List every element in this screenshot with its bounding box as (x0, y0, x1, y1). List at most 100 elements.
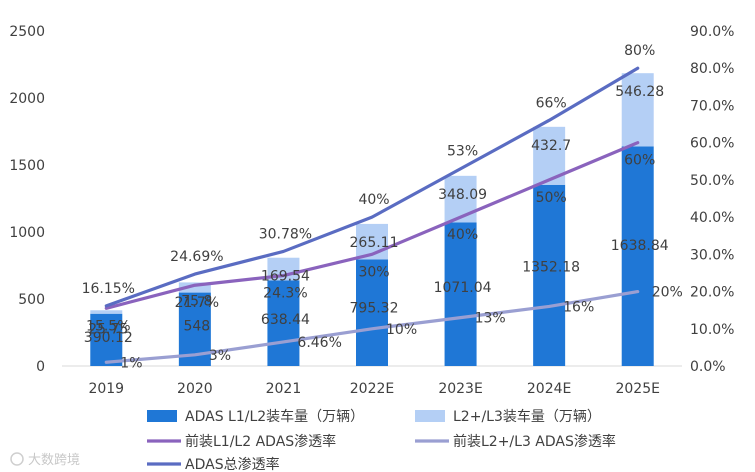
bar-l1l2 (621, 146, 654, 366)
line-point (193, 272, 196, 275)
y2-tick-label: 70.0% (690, 98, 734, 114)
bar-l2plus (178, 282, 211, 293)
l1l2-rate-label: 30% (358, 264, 389, 280)
watermark-text: 大数跨境 (28, 453, 80, 468)
line-point (459, 216, 462, 219)
bar-l1l2 (533, 184, 566, 366)
y2-tick-label: 20.0% (690, 285, 734, 301)
bar-l1l2-value: 1352.18 (522, 259, 580, 275)
x-tick-label: 2020 (177, 381, 213, 397)
line-series-4 (104, 66, 640, 308)
legend-swatch (415, 410, 445, 422)
y2-tick-label: 90.0% (690, 24, 734, 40)
y2-tick-label: 60.0% (690, 136, 734, 152)
line-point (282, 250, 285, 253)
y-tick-label: 1000 (9, 225, 45, 241)
line-series-3 (104, 289, 640, 364)
bar-l2plus-value: 169.54 (261, 269, 310, 285)
line-point (370, 253, 373, 256)
y2-tick-label: 40.0% (690, 210, 734, 226)
l2plus-rate-label: 20% (652, 285, 683, 301)
bar-l1l2-value: 1071.04 (434, 280, 492, 296)
legend: ADAS L1/L2装车量（万辆） L2+/L3装车量（万辆） 前装L1/L2 AD… (147, 408, 616, 472)
line-point (370, 216, 373, 219)
y2-tick-label: 0.0% (690, 359, 726, 375)
x-axis: 2019 2020 2021 2022E 2023E 2024E 2025E (62, 365, 682, 397)
bar-l1l2-value: 795.32 (350, 300, 399, 316)
l1l2-rate-label: 50% (536, 190, 567, 206)
line-point (636, 141, 639, 144)
y2-tick-label: 30.0% (690, 247, 734, 263)
bar-l2plus-value: 75.8 (181, 293, 212, 309)
l2plus-rate-label: 13% (475, 311, 506, 327)
x-tick-label: 2024E (527, 381, 571, 397)
x-tick-label: 2019 (88, 381, 124, 397)
bars (90, 73, 654, 366)
bar-l1l2-value: 1638.84 (611, 238, 669, 254)
legend-label: 前装L1/L2 ADAS渗透率 (185, 433, 336, 450)
total-rate-label: 24.69% (170, 249, 223, 265)
lines (104, 66, 640, 364)
y2-tick-label: 50.0% (690, 173, 734, 189)
bar-l1l2 (356, 259, 388, 366)
legend-swatch (147, 410, 177, 422)
line-point (548, 119, 551, 122)
line-point (548, 305, 551, 308)
total-rate-label: 66% (536, 95, 567, 111)
y2-tick-label: 10.0% (690, 322, 734, 338)
bar-l1l2 (444, 222, 477, 366)
line-point (636, 290, 639, 293)
y-tick-label: 2500 (9, 24, 45, 40)
bar-l2plus-value: 265.11 (350, 235, 399, 251)
bar-l2plus (621, 73, 654, 147)
bar-l1l2 (267, 280, 300, 366)
bar-l1l2-value: 390.12 (84, 330, 133, 346)
y-tick-label: 0 (36, 359, 45, 375)
x-tick-label: 2025E (615, 381, 659, 397)
line-point (548, 178, 551, 181)
total-rate-label: 16.15% (82, 281, 135, 297)
y-tick-label: 1500 (9, 158, 45, 174)
x-tick-label: 2023E (438, 381, 482, 397)
line-point (459, 316, 462, 319)
x-tick-label: 2021 (266, 381, 302, 397)
y2-tick-label: 80.0% (690, 61, 734, 77)
total-rate-label: 40% (358, 192, 389, 208)
bar-l2plus (444, 175, 477, 223)
line-point (105, 304, 108, 307)
line-point (193, 353, 196, 356)
line-point (636, 67, 639, 70)
l1l2-rate-label: 40% (447, 227, 478, 243)
y-axis-left: 0 500 1000 1500 2000 2500 (9, 24, 45, 375)
l1l2-rate-label: 21.7% (175, 295, 219, 311)
x-tick-label: 2022E (350, 381, 394, 397)
y-tick-label: 2000 (9, 91, 45, 107)
legend-label: 前装L2+/L3 ADAS渗透率 (453, 433, 616, 450)
watermark-icon (10, 452, 24, 466)
line-point (282, 340, 285, 343)
bar-l1l2-value: 638.44 (261, 312, 310, 328)
l1l2-rate-label: 24.3% (263, 286, 307, 302)
bar-l2plus-value: 546.28 (615, 84, 664, 100)
bar-l2plus-value: 432.7 (531, 138, 571, 154)
total-rate-label: 80% (624, 43, 655, 59)
bar-l2plus-value: 348.09 (438, 187, 487, 203)
bar-l2plus-value: 25.75 (88, 321, 128, 337)
line-point (459, 167, 462, 170)
y-axis-right: 0.0% 10.0% 20.0% 30.0% 40.0% 50.0% 60.0% 70.0% 8… (690, 24, 734, 375)
legend-label: ADAS L1/L2装车量（万辆） (185, 408, 364, 425)
legend-label: L2+/L3装车量（万辆） (453, 408, 601, 425)
l1l2-rate-label: 60% (624, 153, 655, 169)
bar-l1l2 (90, 313, 123, 366)
l2plus-rate-label: 3% (209, 348, 231, 364)
line-point (370, 327, 373, 330)
line-point (193, 284, 196, 287)
bar-l2plus (90, 310, 123, 314)
l2plus-rate-label: 6.46% (297, 335, 341, 351)
l2plus-rate-label: 1% (120, 355, 142, 371)
total-rate-label: 30.78% (259, 226, 312, 242)
l2plus-rate-label: 10% (386, 322, 417, 338)
y-tick-label: 500 (18, 292, 45, 308)
